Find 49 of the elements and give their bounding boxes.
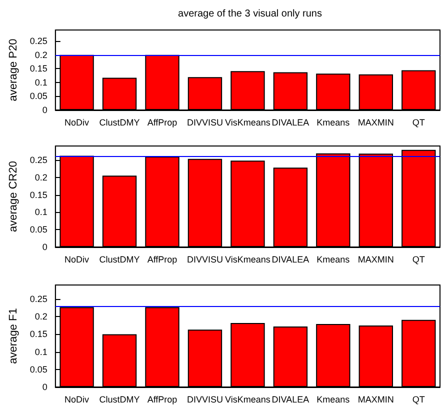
y-tick-label: 0.15	[30, 190, 48, 200]
y-tick-label: 0.15	[30, 64, 48, 74]
x-tick-label: VisKmeans	[225, 394, 271, 404]
y-tick-label: 0.05	[30, 91, 48, 102]
chart-title: average of the 3 visual only runs	[178, 8, 322, 20]
y-tick-label: 0.1	[34, 207, 48, 218]
y-tick-label: 0.25	[30, 36, 48, 46]
x-tick-label: MAXMIN	[358, 394, 394, 404]
y-tick-label: 0.2	[34, 172, 48, 182]
x-tick-label: DIVALEA	[272, 394, 310, 404]
x-tick-label: ClustDMY	[99, 254, 140, 264]
y-tick-label: 0.1	[34, 346, 48, 357]
y-axis-title: average P20	[8, 38, 20, 102]
y-tick-label: 0	[42, 382, 48, 392]
y-tick-label: 0	[42, 105, 48, 115]
x-tick-label: QT	[412, 118, 426, 128]
x-tick-label: ClustDMY	[99, 394, 140, 404]
x-tick-label: AffProp	[147, 254, 178, 264]
x-tick-label: DIVVISU	[186, 118, 223, 128]
x-tick-label: DIVALEA	[272, 118, 310, 128]
x-tick-label: MAXMIN	[358, 254, 394, 264]
x-tick-label: VisKmeans	[225, 118, 271, 128]
y-tick-label: 0.25	[30, 294, 48, 304]
y-axis-title: average F1	[8, 308, 20, 364]
x-tick-label: DIVALEA	[272, 254, 310, 264]
y-tick-label: 0.05	[30, 364, 48, 374]
x-tick-label: NoDiv	[64, 254, 90, 264]
x-tick-label: DIVVISU	[186, 254, 223, 264]
y-tick-label: 0	[42, 242, 48, 252]
x-tick-label: DIVVISU	[186, 394, 223, 404]
x-tick-label: QT	[412, 394, 426, 404]
x-tick-label: MAXMIN	[358, 118, 394, 128]
x-tick-label: AffProp	[147, 118, 178, 128]
x-tick-label: VisKmeans	[225, 254, 271, 264]
y-tick-label: 0.25	[30, 154, 48, 165]
y-tick-label: 0.2	[34, 50, 48, 60]
x-tick-label: NoDiv	[64, 118, 90, 128]
x-tick-label: QT	[412, 254, 426, 264]
x-tick-label: ClustDMY	[99, 118, 140, 128]
y-tick-label: 0.15	[30, 329, 48, 340]
x-tick-label: Kmeans	[316, 394, 350, 404]
y-tick-label: 0.2	[34, 312, 48, 322]
x-tick-label: Kmeans	[316, 254, 350, 264]
y-axis-title: average CR20	[8, 161, 20, 232]
x-tick-label: NoDiv	[64, 394, 90, 404]
y-tick-label: 0.05	[30, 224, 48, 235]
x-tick-label: AffProp	[147, 394, 178, 404]
x-tick-label: Kmeans	[316, 118, 350, 128]
y-tick-label: 0.1	[34, 77, 48, 88]
